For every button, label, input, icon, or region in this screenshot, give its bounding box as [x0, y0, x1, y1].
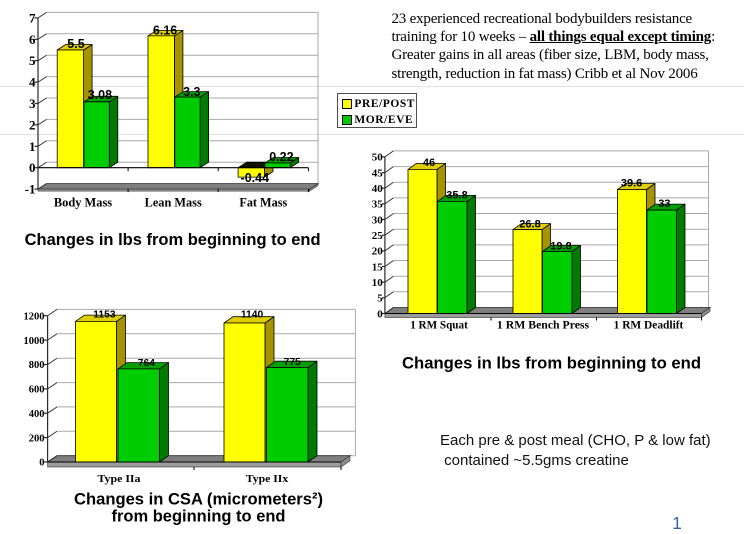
svg-text:50: 50: [372, 152, 384, 164]
svg-text:4: 4: [29, 75, 36, 90]
svg-text:35: 35: [372, 199, 384, 211]
svg-text:1140: 1140: [241, 310, 264, 321]
svg-text:45: 45: [372, 167, 384, 179]
svg-text:25: 25: [372, 230, 384, 242]
svg-text:5: 5: [29, 53, 36, 68]
svg-text:40: 40: [372, 183, 384, 195]
svg-text:Changes in CSA (micrometers²): Changes in CSA (micrometers²): [74, 489, 323, 508]
svg-text:from beginning to end: from beginning to end: [112, 507, 286, 526]
svg-text:1 RM Squat: 1 RM Squat: [410, 318, 468, 332]
svg-text:5: 5: [377, 293, 383, 305]
svg-text:19.8: 19.8: [550, 241, 571, 253]
svg-text:800: 800: [29, 360, 45, 371]
svg-text:1000: 1000: [24, 336, 45, 347]
svg-text:1200: 1200: [24, 311, 45, 322]
svg-text:200: 200: [29, 433, 45, 444]
svg-text:7: 7: [29, 10, 36, 25]
svg-text:Lean Mass: Lean Mass: [145, 196, 202, 210]
svg-text:20: 20: [372, 246, 384, 258]
svg-text:10: 10: [372, 277, 384, 289]
svg-text:Type IIx: Type IIx: [246, 474, 289, 485]
svg-text:1 RM Bench Press: 1 RM Bench Press: [497, 318, 590, 332]
svg-text:600: 600: [29, 385, 45, 396]
svg-text:Changes in lbs from beginning: Changes in lbs from beginning to end: [402, 354, 701, 373]
svg-text:6.16: 6.16: [153, 23, 177, 37]
svg-text:Changes in lbs from beginning: Changes in lbs from beginning to end: [25, 231, 321, 249]
svg-text:0: 0: [29, 160, 36, 175]
svg-text:6: 6: [29, 32, 36, 47]
svg-text:3.3: 3.3: [183, 85, 200, 99]
svg-text:3: 3: [29, 96, 36, 111]
svg-text:-1: -1: [25, 182, 36, 197]
svg-text:0.22: 0.22: [269, 150, 293, 164]
svg-text:1153: 1153: [93, 310, 116, 321]
svg-text:764: 764: [138, 358, 155, 369]
svg-text:0: 0: [39, 458, 44, 469]
svg-text:1: 1: [29, 139, 36, 154]
svg-text:400: 400: [29, 409, 45, 420]
svg-text:33: 33: [658, 198, 670, 210]
svg-text:5.5: 5.5: [67, 37, 84, 51]
svg-text:-0.44: -0.44: [241, 171, 270, 185]
svg-text:Body Mass: Body Mass: [54, 196, 112, 210]
svg-text:1 RM Deadlift: 1 RM Deadlift: [614, 318, 684, 332]
svg-text:26.8: 26.8: [519, 218, 540, 230]
svg-text:0: 0: [377, 308, 383, 320]
svg-text:3.08: 3.08: [88, 88, 112, 102]
svg-text:30: 30: [372, 214, 384, 226]
svg-text:15: 15: [372, 261, 384, 273]
svg-text:35.8: 35.8: [446, 190, 467, 202]
svg-text:39.6: 39.6: [621, 178, 642, 190]
svg-text:2: 2: [29, 117, 36, 132]
svg-text:775: 775: [284, 357, 301, 368]
svg-text:Fat Mass: Fat Mass: [239, 196, 287, 210]
svg-text:Type IIa: Type IIa: [98, 474, 142, 485]
svg-text:46: 46: [423, 157, 435, 169]
